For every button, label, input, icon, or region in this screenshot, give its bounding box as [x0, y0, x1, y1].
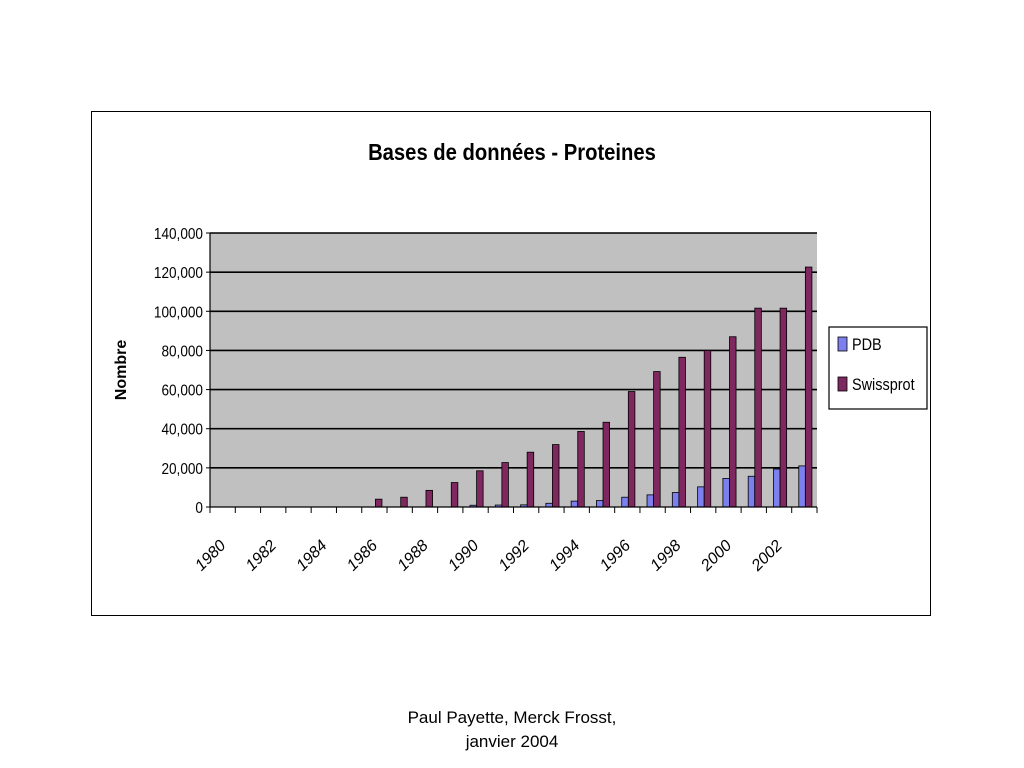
bar-swissprot: [425, 489, 433, 508]
y-tick-label: 100,000: [154, 304, 203, 321]
legend-swatch-swissprot: [837, 376, 848, 392]
x-tick-label: 1990: [445, 537, 482, 574]
bar-swissprot: [374, 498, 383, 508]
bar-swissprot: [577, 431, 585, 508]
bar-swissprot: [703, 350, 712, 508]
x-tick-label: 1996: [597, 537, 634, 574]
author-caption: Paul Payette, Merck Frosst,: [407, 708, 617, 727]
x-tick-label: 1982: [243, 537, 280, 574]
y-tick-label: 0: [195, 500, 203, 517]
bar-swissprot: [552, 444, 560, 508]
y-tick-label: 40,000: [161, 422, 203, 439]
bar-pdb: [697, 486, 705, 508]
x-tick-label: 1984: [293, 537, 330, 574]
bar-swissprot: [602, 421, 610, 508]
bar-pdb: [798, 465, 806, 508]
y-tick-label: 20,000: [161, 461, 203, 478]
bar-pdb: [596, 500, 604, 508]
bar-swissprot: [627, 391, 636, 508]
bar-pdb: [671, 492, 680, 508]
bar-swissprot: [526, 451, 535, 508]
bar-pdb: [722, 478, 730, 508]
x-tick-label: 1986: [344, 537, 381, 574]
x-tick-label: 1994: [546, 537, 583, 574]
bar-swissprot: [400, 496, 408, 508]
y-tick-label: 80,000: [161, 343, 203, 360]
bar-swissprot: [476, 470, 484, 508]
plot-area: [210, 233, 817, 507]
bar-swissprot: [450, 482, 459, 508]
bar-pdb: [773, 468, 781, 508]
chart-svg: Bases de données - Proteines 0 20,000 40,00…: [113, 139, 928, 575]
x-tick-label: 1988: [395, 537, 432, 574]
chart-title: Bases de données - Proteines: [368, 139, 656, 166]
y-tick-label: 140,000: [154, 226, 203, 243]
bar-swissprot: [754, 307, 762, 508]
bar-swissprot: [779, 307, 788, 508]
bar-pdb: [747, 475, 756, 508]
x-tick-label: 2000: [697, 537, 735, 575]
x-tick-label: 2002: [748, 537, 786, 575]
legend-label-swissprot: Swissprot: [852, 376, 915, 394]
bar-pdb: [570, 500, 579, 508]
x-tick-label: 1998: [647, 537, 684, 574]
y-axis-label: Nombre: [113, 340, 130, 401]
bar-swissprot: [678, 356, 686, 508]
legend-swatch-pdb: [837, 336, 848, 352]
bar-pdb: [621, 496, 629, 508]
bar-swissprot: [653, 371, 661, 508]
y-tick-label: 120,000: [154, 265, 203, 282]
bar-swissprot: [729, 336, 737, 508]
x-tick-label: 1992: [496, 537, 533, 574]
y-tick-label: 60,000: [161, 383, 203, 400]
bar-swissprot: [804, 266, 813, 508]
date-caption: janvier 2004: [465, 732, 559, 751]
legend-label-pdb: PDB: [852, 336, 882, 354]
x-tick-label: 1980: [192, 537, 229, 574]
bar-pdb: [646, 494, 655, 508]
chart-frame: Bases de données - Proteines 0 20,000 40,00…: [91, 111, 931, 616]
bar-swissprot: [501, 462, 509, 508]
